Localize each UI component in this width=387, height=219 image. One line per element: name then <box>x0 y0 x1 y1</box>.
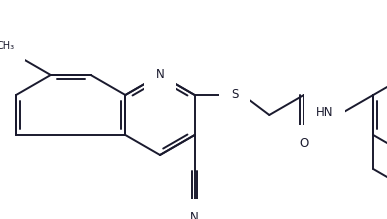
Text: N: N <box>190 211 199 219</box>
Text: O: O <box>299 137 308 150</box>
Text: CH₃: CH₃ <box>0 41 15 51</box>
Text: N: N <box>156 69 164 81</box>
Text: HN: HN <box>316 106 334 118</box>
Text: S: S <box>231 88 238 101</box>
